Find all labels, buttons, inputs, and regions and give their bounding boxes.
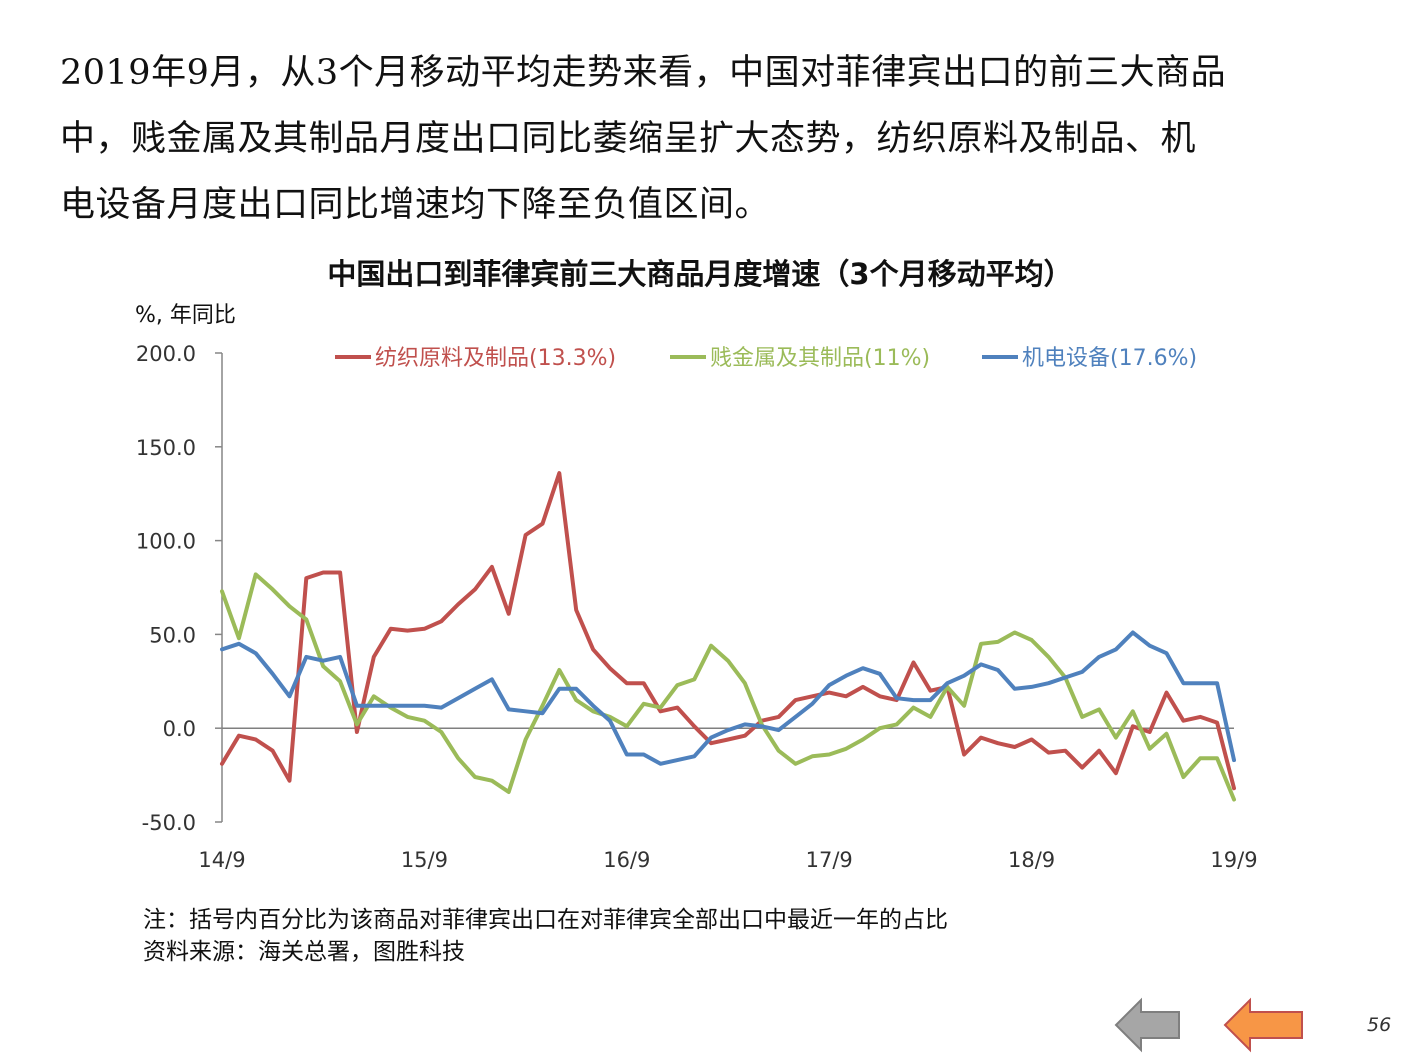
legend-label: 机电设备(17.6%)	[1022, 346, 1197, 371]
intro-line-1: 2019年9月，从3个月移动平均走势来看，中国对菲律宾出口的前三大商品	[60, 53, 1227, 93]
x-tick-label: 19/9	[1210, 848, 1257, 872]
x-tick-label: 15/9	[401, 848, 448, 872]
intro-line-3: 电设备月度出口同比增速均下降至负值区间。	[60, 185, 771, 225]
intro-line-2: 中，贱金属及其制品月度出口同比萎缩呈扩大态势，纺织原料及制品、机	[60, 119, 1197, 159]
arrow-left-icon	[1223, 997, 1303, 1053]
x-tick-label: 16/9	[603, 848, 650, 872]
legend-label: 纺织原料及制品(13.3%)	[375, 346, 616, 371]
chart-axes: 200.0 150.0 100.0 50.0 0.0 -50.014/9 15/9 16/9 1…	[136, 342, 1258, 872]
y-axis-label: %, 年同比	[135, 303, 236, 328]
previous-page-button[interactable]	[1113, 996, 1183, 1054]
y-tick-label: 200.0	[136, 342, 196, 366]
y-tick-label: 100.0	[136, 530, 196, 554]
y-tick-label: 50.0	[149, 623, 196, 647]
x-tick-label: 14/9	[198, 848, 245, 872]
y-tick-label: -50.0	[142, 811, 196, 835]
series-line-1	[220, 471, 1236, 791]
next-page-button[interactable]	[1222, 996, 1306, 1054]
page-number: 56	[1367, 1014, 1392, 1036]
y-tick-label: 0.0	[163, 717, 196, 741]
chart-legend: 纺织原料及制品(13.3%) 贱金属及其制品(11%) 机电设备(17.6%)	[335, 346, 1197, 371]
source-note: 资料来源：海关总署，图胜科技	[143, 939, 465, 965]
x-tick-label: 17/9	[806, 848, 853, 872]
y-tick-label: 150.0	[136, 436, 196, 460]
intro-paragraph: 2019年9月，从3个月移动平均走势来看，中国对菲律宾出口的前三大商品 中，贱金…	[60, 40, 1360, 238]
series-line-3	[220, 630, 1236, 766]
x-tick-label: 18/9	[1008, 848, 1055, 872]
footnote: 注：括号内百分比为该商品对菲律宾出口在对菲律宾全部出口中最近一年的占比	[143, 907, 948, 933]
chart-series-layer	[220, 471, 1236, 802]
chart-title: 中国出口到菲律宾前三大商品月度增速（3个月移动平均）	[327, 257, 1072, 291]
line-chart: 中国出口到菲律宾前三大商品月度增速（3个月移动平均） %, 年同比 纺织原料及制…	[135, 257, 1258, 872]
legend-label: 贱金属及其制品(11%)	[710, 346, 930, 371]
arrow-left-icon	[1114, 997, 1180, 1053]
